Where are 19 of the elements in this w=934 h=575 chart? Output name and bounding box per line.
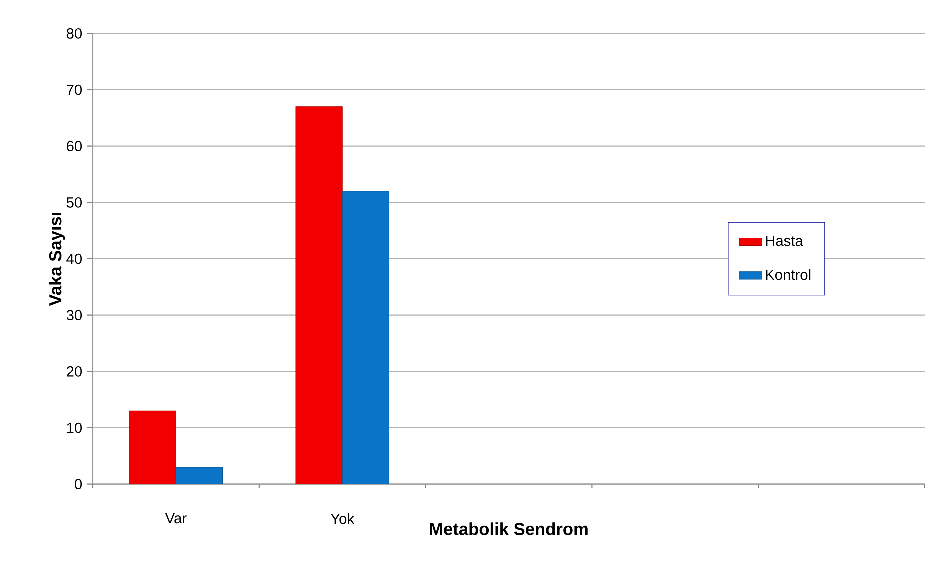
y-tick-label: 20 [67, 366, 82, 377]
x-tick-label: Var [165, 513, 187, 524]
y-tick-label: 10 [67, 422, 82, 434]
legend-label: Hasta [766, 236, 804, 246]
y-tick-label: 60 [67, 141, 82, 152]
y-tick-label: 70 [67, 84, 82, 96]
x-axis-title: Metabolik Sendrom [430, 522, 588, 536]
bar [176, 467, 224, 484]
y-tick-label: 50 [66, 197, 82, 208]
y-axis-title: Vaka Sayısı [48, 213, 66, 306]
y-tick-label: 30 [66, 310, 82, 321]
y-tick-label: 80 [66, 28, 82, 39]
y-tick-label: 40 [66, 254, 82, 264]
bar [342, 191, 390, 484]
legend-label: Kontrol [766, 269, 811, 280]
x-tick-label: Yok [330, 513, 355, 524]
bar [129, 410, 176, 484]
bar [296, 106, 343, 484]
y-tick-label: 0 [75, 479, 82, 490]
